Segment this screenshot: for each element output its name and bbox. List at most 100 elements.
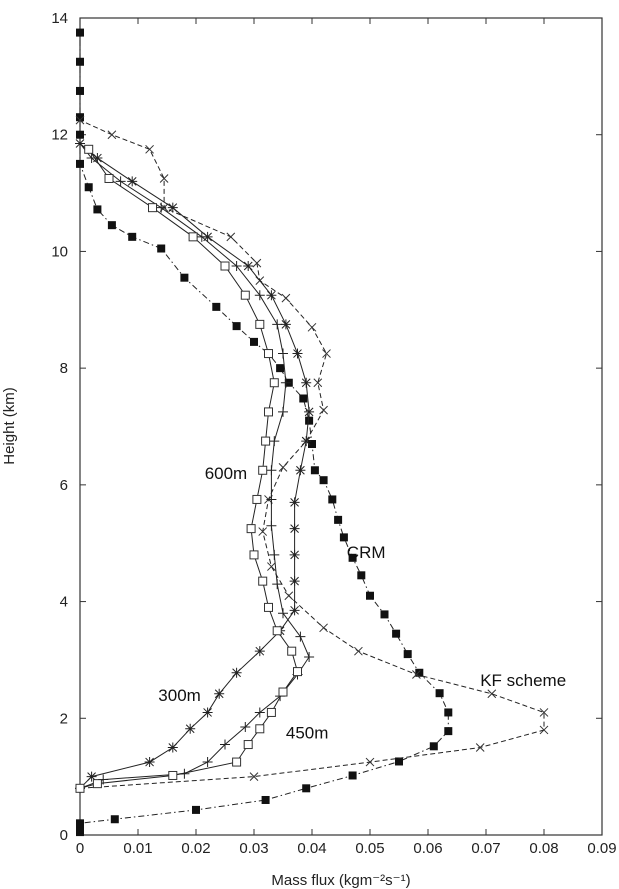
series-line	[79, 149, 299, 789]
data-point	[289, 523, 300, 534]
y-tick-label: 6	[60, 477, 68, 494]
data-point	[76, 57, 84, 66]
data-point	[75, 783, 85, 793]
data-point	[357, 571, 366, 580]
plot-frame	[79, 17, 603, 836]
data-point	[258, 465, 268, 475]
data-point	[76, 130, 84, 139]
data-point	[319, 405, 328, 415]
data-point	[339, 533, 348, 542]
data-point	[289, 549, 300, 560]
data-point	[214, 688, 225, 699]
data-point	[254, 646, 265, 657]
data-point	[267, 562, 276, 571]
data-point	[232, 757, 242, 767]
data-point	[258, 576, 268, 586]
data-point	[167, 202, 178, 213]
data-point	[289, 605, 300, 616]
data-point	[272, 579, 283, 590]
data-point	[76, 28, 84, 37]
data-point	[159, 174, 169, 183]
data-point	[226, 232, 236, 242]
data-point	[313, 378, 323, 388]
series-line	[79, 143, 310, 789]
data-point	[304, 406, 315, 417]
data-point	[328, 495, 337, 504]
data-point	[128, 232, 137, 241]
data-point	[255, 319, 265, 329]
data-point	[156, 202, 167, 213]
data-point	[301, 377, 312, 388]
data-point	[380, 610, 389, 619]
data-point	[266, 520, 277, 531]
data-point	[255, 724, 265, 734]
data-point	[148, 203, 157, 213]
data-point	[252, 258, 262, 268]
x-tick-label: 0	[76, 840, 84, 857]
data-point	[310, 466, 319, 475]
data-point	[444, 708, 453, 717]
data-point	[334, 515, 343, 524]
data-point	[110, 815, 119, 824]
y-tick-label: 8	[60, 360, 68, 377]
x-tick-label: 0.01	[123, 840, 152, 857]
x-tick-label: 0.02	[181, 840, 210, 857]
data-point	[264, 407, 273, 417]
series-layer	[75, 28, 549, 837]
data-point	[93, 205, 102, 214]
data-point	[202, 231, 213, 242]
data-point	[278, 462, 288, 472]
data-point	[220, 261, 230, 271]
series-600m	[75, 144, 302, 793]
series-crm	[76, 28, 453, 837]
data-point	[295, 465, 306, 476]
data-point	[252, 494, 262, 504]
series-line	[79, 119, 545, 789]
y-tick-label: 4	[60, 594, 68, 611]
data-point	[75, 138, 85, 149]
data-point	[292, 348, 303, 359]
data-point	[284, 591, 294, 601]
y-tick-label: 12	[51, 127, 68, 144]
data-point	[278, 348, 288, 359]
data-point	[539, 708, 549, 717]
data-point	[266, 707, 276, 717]
data-point	[76, 113, 84, 122]
data-point	[202, 707, 213, 718]
annotation-label: CRM	[347, 543, 386, 562]
data-point	[487, 689, 497, 699]
x-axis: 0 0.01 0.02 0.03 0.04 0.05 0.06 0.07 0.08 0.09	[76, 18, 617, 857]
data-point	[92, 779, 102, 789]
data-point	[415, 668, 424, 677]
data-point	[272, 319, 283, 330]
data-point	[392, 629, 401, 638]
data-point	[475, 743, 485, 752]
data-point	[92, 153, 103, 164]
data-point	[261, 436, 271, 446]
data-point	[280, 377, 291, 388]
data-point	[412, 670, 421, 679]
data-point	[301, 436, 312, 447]
data-point	[444, 727, 453, 736]
data-point	[243, 740, 253, 750]
x-tick-label: 0.09	[587, 840, 616, 857]
data-point	[278, 608, 288, 619]
data-point	[220, 739, 230, 750]
data-point	[212, 302, 221, 311]
data-point	[86, 771, 97, 782]
series-kf-scheme	[75, 115, 549, 793]
data-point	[280, 319, 291, 330]
data-point	[145, 144, 154, 154]
annotation-label: 300m	[158, 686, 201, 705]
data-point	[84, 183, 93, 192]
data-point	[395, 757, 403, 766]
data-point	[272, 626, 282, 636]
x-axis-label: Mass flux (kgm⁻²s⁻¹)	[271, 872, 410, 889]
data-point	[246, 524, 256, 534]
data-point	[196, 231, 207, 242]
data-point	[278, 406, 288, 417]
data-point	[307, 322, 317, 332]
data-point	[107, 130, 117, 140]
data-point	[240, 290, 250, 300]
data-point	[429, 742, 438, 751]
